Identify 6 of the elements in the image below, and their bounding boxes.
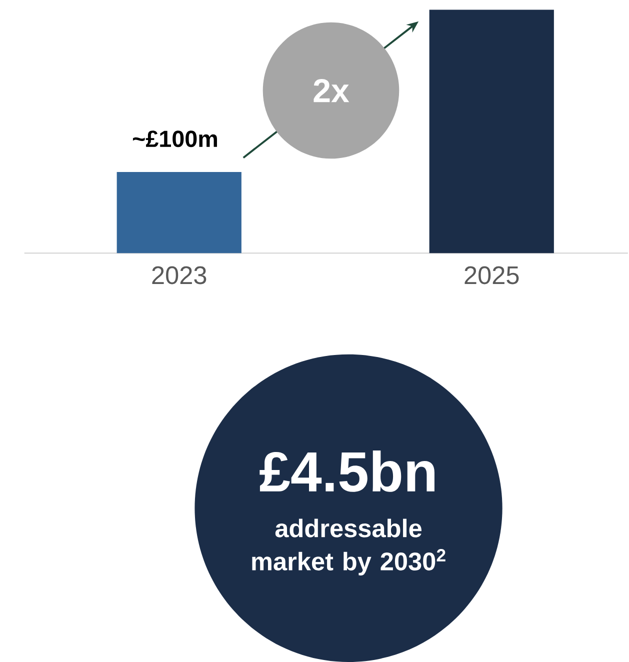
data-label: ~£100m	[133, 130, 218, 148]
annotation: 2x	[314, 78, 350, 102]
text: £4.5bn	[260, 450, 434, 492]
x-tick-label: 2023	[152, 266, 206, 284]
x-tick-label: 2025	[464, 266, 519, 284]
text: addressable market by 2030$^{2}$	[252, 518, 446, 576]
